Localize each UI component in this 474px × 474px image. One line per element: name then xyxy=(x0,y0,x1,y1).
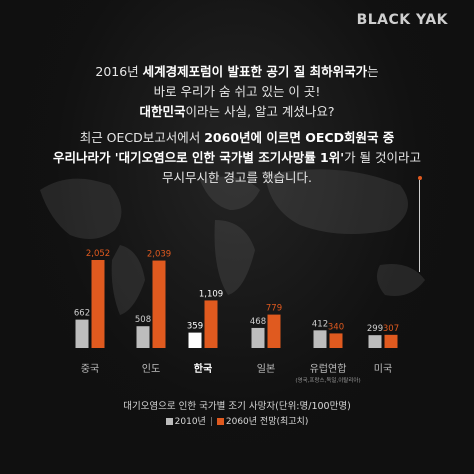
value-label-2060-5: 307 xyxy=(383,324,399,334)
intro-text-block: 2016년 세계경제포럼이 발표한 공기 질 최하위국가는 바로 우리가 숨 쉬… xyxy=(0,62,474,122)
value-label-2010-0: 662 xyxy=(74,309,90,319)
legend-label-2060: 2060년 전망(최고치) xyxy=(225,417,309,427)
bar-2060-3 xyxy=(267,314,281,348)
bar-2060-0 xyxy=(91,260,105,348)
category-label-0: 중국 xyxy=(81,363,99,375)
intro-line-2: 바로 우리가 숨 쉬고 있는 이 곳! xyxy=(153,84,321,99)
value-label-2060-1: 2,039 xyxy=(147,250,171,260)
pointer-line xyxy=(419,180,420,272)
category-note-4: (영국,프랑스,독일,이탈리아) xyxy=(295,376,360,384)
pointer-dot xyxy=(418,176,422,180)
intro-line-1: 2016년 세계경제포럼이 발표한 공기 질 최하위국가는 xyxy=(95,64,379,79)
chart-title: 대기오염으로 인한 국가별 조기 사망자(단위:명/100만명) xyxy=(123,401,351,412)
bar-2060-1 xyxy=(152,260,166,348)
value-label-2060-4: 340 xyxy=(328,322,344,332)
intro-line-4: 최근 OECD보고서에서 2060년에 이르면 OECD회원국 중 xyxy=(79,130,395,145)
value-label-2010-5: 299 xyxy=(367,324,383,334)
bar-2010-1 xyxy=(136,326,150,348)
bar-2060-2 xyxy=(204,300,218,348)
bar-2010-3 xyxy=(251,327,265,348)
bar-2010-0 xyxy=(75,319,89,348)
category-label-4: 유럽연합 xyxy=(310,363,347,375)
value-label-2010-3: 468 xyxy=(250,317,266,327)
legend-swatch-2060 xyxy=(216,418,224,425)
category-label-1: 인도 xyxy=(142,363,160,375)
chart-legend: 2010년 | 2060년 전망(최고치) xyxy=(0,414,474,427)
bar-2060-4 xyxy=(329,333,343,348)
world-map-background xyxy=(40,169,425,315)
legend-swatch-2010 xyxy=(165,418,173,425)
value-label-2060-0: 2,052 xyxy=(86,249,110,259)
value-label-2010-2: 359 xyxy=(187,322,203,332)
value-label-2060-3: 779 xyxy=(266,304,282,314)
legend-label-2010: 2010년 xyxy=(174,417,206,427)
category-label-3: 일본 xyxy=(257,363,275,375)
value-label-2010-1: 508 xyxy=(135,315,151,325)
category-label-5: 미국 xyxy=(374,363,392,375)
category-label-2: 한국 xyxy=(194,363,212,375)
value-label-2060-2: 1,109 xyxy=(199,289,223,299)
bar-2060-5 xyxy=(384,334,398,348)
bar-2010-5 xyxy=(368,335,382,348)
brand-logo: BLACK YAK xyxy=(356,12,448,28)
legend-separator: | xyxy=(209,417,213,427)
value-label-2010-4: 412 xyxy=(312,319,328,329)
intro-line-5: 우리나라가 '대기오염으로 인한 국가별 조기사망률 1위'가 될 것이라고 xyxy=(52,150,422,165)
bar-2010-4 xyxy=(313,330,327,348)
intro-text-block-2: 최근 OECD보고서에서 2060년에 이르면 OECD회원국 중 우리나라가 … xyxy=(0,128,474,188)
bar-2010-2 xyxy=(188,332,202,348)
intro-line-3: 대한민국이라는 사실, 알고 계셨나요? xyxy=(139,104,335,119)
intro-line-6: 무시무시한 경고를 했습니다. xyxy=(162,170,312,185)
